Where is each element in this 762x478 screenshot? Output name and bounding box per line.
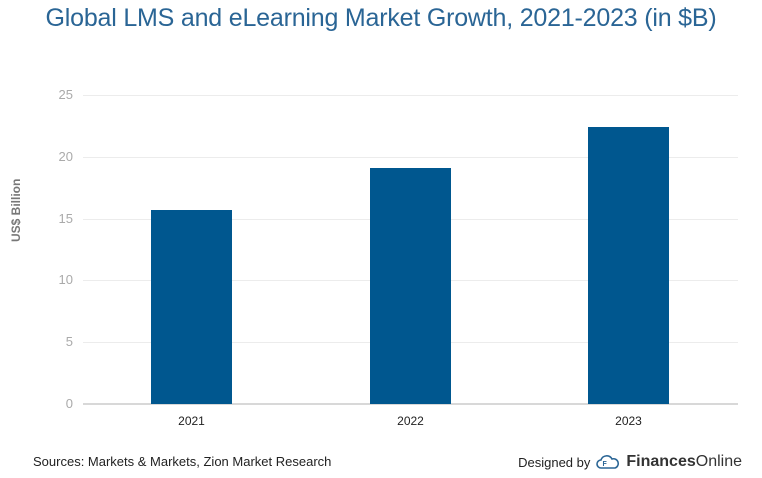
gridline [83, 156, 738, 158]
y-tick-label: 25 [58, 87, 73, 102]
y-axis-label: US$ Billion [9, 178, 23, 242]
bar-2022 [370, 167, 451, 404]
y-tick-label: 15 [58, 210, 73, 226]
cloud-logo-icon: F [596, 455, 620, 469]
sources-note: Sources: Markets & Markets, Zion Market … [33, 454, 332, 469]
y-tick-label: 5 [65, 334, 73, 350]
svg-text:F: F [603, 461, 608, 468]
gridline [83, 403, 738, 405]
chart-title: Global LMS and eLearning Market Growth, … [45, 4, 717, 32]
y-tick-label: 20 [58, 148, 73, 164]
y-tick-label: 0 [65, 396, 73, 411]
designed-by: Designed by F FinancesOnline [518, 453, 742, 471]
designed-by-label: Designed by [518, 454, 591, 470]
brand-name: FinancesOnline [626, 453, 742, 470]
gridline [83, 95, 738, 96]
bar-2023 [588, 127, 669, 404]
x-tick-label: 2022 [397, 414, 424, 428]
x-tick-label: 2021 [178, 414, 205, 428]
bar-2021 [151, 209, 232, 404]
y-tick-label: 10 [58, 272, 73, 288]
x-tick-label: 2023 [615, 414, 642, 428]
